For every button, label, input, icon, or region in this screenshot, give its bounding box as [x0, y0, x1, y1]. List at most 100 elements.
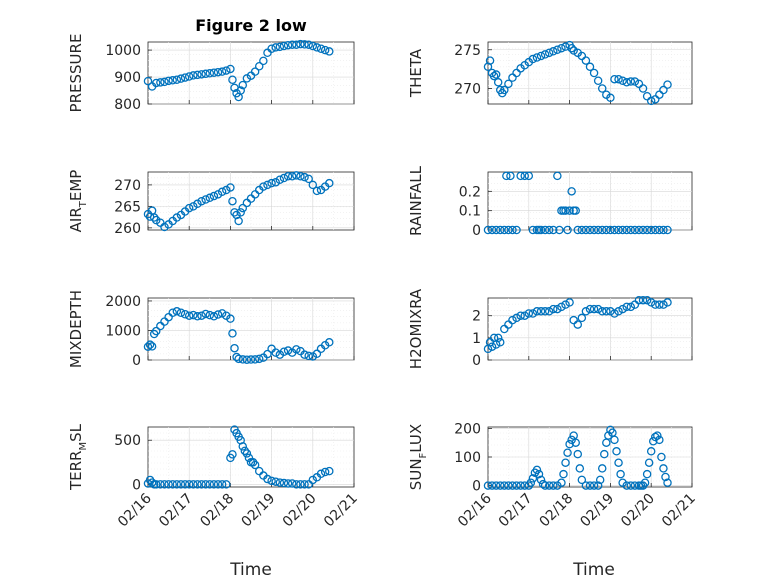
y-axis-label: TERRMSL — [67, 423, 89, 491]
data-point — [500, 481, 509, 490]
data-point — [193, 480, 202, 489]
series-sun-flux — [483, 425, 672, 490]
data-point — [184, 72, 194, 81]
data-point — [589, 225, 599, 235]
data-point — [563, 448, 572, 457]
data-point — [213, 310, 223, 319]
data-point — [659, 464, 668, 473]
data-point — [581, 225, 591, 235]
data-point — [308, 41, 318, 51]
data-point — [634, 225, 644, 235]
data-point — [201, 309, 210, 319]
data-point — [606, 225, 615, 235]
data-point — [555, 225, 564, 235]
data-point — [610, 435, 619, 445]
data-point — [320, 45, 330, 55]
data-point — [197, 311, 206, 320]
data-point — [553, 171, 562, 181]
data-point — [176, 480, 186, 489]
data-point — [495, 225, 505, 235]
data-point — [610, 225, 619, 235]
data-point — [156, 480, 165, 489]
y-tick-label: 1000 — [105, 43, 141, 59]
data-point — [532, 53, 542, 62]
data-point — [283, 172, 293, 181]
data-point — [557, 302, 566, 312]
subplot-rainfall: 0 0.1 0.2 RAINFALL — [407, 165, 693, 239]
data-point — [638, 84, 648, 93]
series-air-temp — [143, 171, 334, 232]
data-point — [589, 304, 599, 314]
y-tick-label: 1000 — [105, 323, 141, 339]
data-point — [528, 309, 538, 318]
data-point — [254, 354, 264, 364]
data-point — [205, 310, 215, 320]
data-point — [246, 355, 256, 364]
data-point — [506, 171, 515, 181]
data-point — [489, 71, 499, 81]
data-point — [240, 446, 250, 456]
data-point — [663, 225, 672, 235]
data-point — [209, 68, 219, 77]
data-point — [630, 77, 640, 86]
data-point — [563, 225, 572, 235]
data-point — [610, 309, 619, 318]
data-point — [205, 193, 215, 203]
data-point — [571, 438, 580, 447]
data-point — [544, 307, 554, 316]
data-point — [659, 300, 668, 309]
data-point — [553, 45, 562, 55]
data-point — [304, 174, 313, 184]
data-point — [536, 51, 546, 61]
data-point — [663, 80, 672, 89]
data-point — [180, 480, 190, 489]
data-point — [644, 458, 654, 467]
data-point — [283, 40, 293, 50]
data-point — [646, 225, 656, 235]
data-point — [145, 340, 155, 349]
data-point — [238, 442, 248, 451]
data-point — [597, 84, 607, 93]
y-tick-label: 0 — [472, 353, 481, 369]
data-point — [292, 345, 301, 354]
data-point — [312, 186, 322, 196]
data-point — [250, 460, 260, 470]
series-theta — [483, 40, 672, 106]
data-point — [663, 478, 672, 487]
data-point — [638, 225, 648, 235]
data-point — [201, 480, 210, 489]
data-point — [176, 74, 186, 83]
data-point — [197, 196, 206, 206]
data-point — [516, 311, 525, 320]
data-point — [267, 476, 276, 486]
data-point — [646, 447, 656, 456]
data-point — [602, 225, 611, 235]
data-point — [569, 46, 578, 55]
y-axis-label: PRESSURE — [67, 34, 85, 113]
data-point — [642, 469, 652, 479]
y-tick-label: 0 — [132, 477, 141, 493]
data-point — [581, 307, 591, 316]
data-point — [325, 466, 334, 476]
data-point — [254, 62, 264, 71]
data-point — [565, 206, 574, 215]
data-point — [267, 178, 276, 188]
data-point — [222, 66, 231, 75]
data-point — [659, 85, 668, 95]
data-point — [575, 464, 585, 473]
data-point — [250, 355, 260, 364]
data-point — [655, 300, 664, 309]
data-point — [597, 464, 607, 473]
data-point — [532, 465, 542, 475]
data-point — [642, 225, 652, 235]
data-point — [549, 304, 558, 314]
data-point — [577, 475, 587, 485]
data-point — [516, 171, 525, 181]
data-point — [626, 225, 636, 235]
data-point — [565, 298, 574, 307]
data-point — [160, 480, 169, 489]
data-point — [618, 225, 627, 235]
data-point — [184, 480, 194, 489]
data-point — [172, 307, 182, 316]
data-point — [168, 480, 177, 489]
